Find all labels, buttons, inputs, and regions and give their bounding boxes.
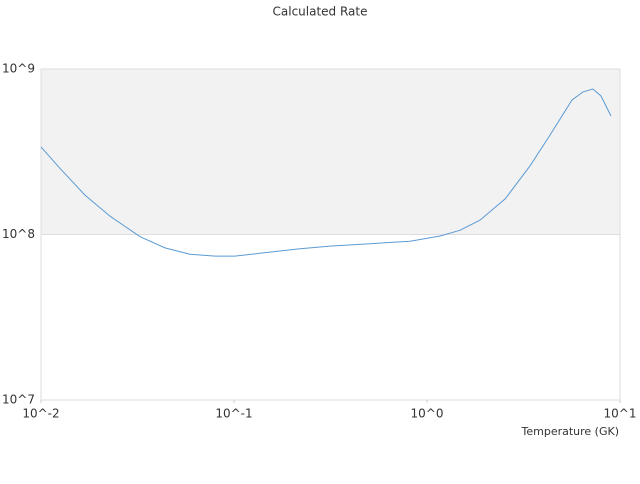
y-tick-label: 10^9 [2,62,35,76]
x-tick-label: 10^-2 [22,407,59,421]
x-tick-label: 10^0 [411,407,444,421]
x-tick-label: 10^1 [604,407,637,421]
x-axis-label: Temperature (GK) [521,425,620,438]
y-tick-label: 10^7 [2,393,35,407]
y-tick-label: 10^8 [2,227,35,241]
chart-title: Calculated Rate [273,5,368,19]
shaded-band [41,69,620,235]
x-tick-label: 10^-1 [215,407,252,421]
series-line [40,88,612,257]
